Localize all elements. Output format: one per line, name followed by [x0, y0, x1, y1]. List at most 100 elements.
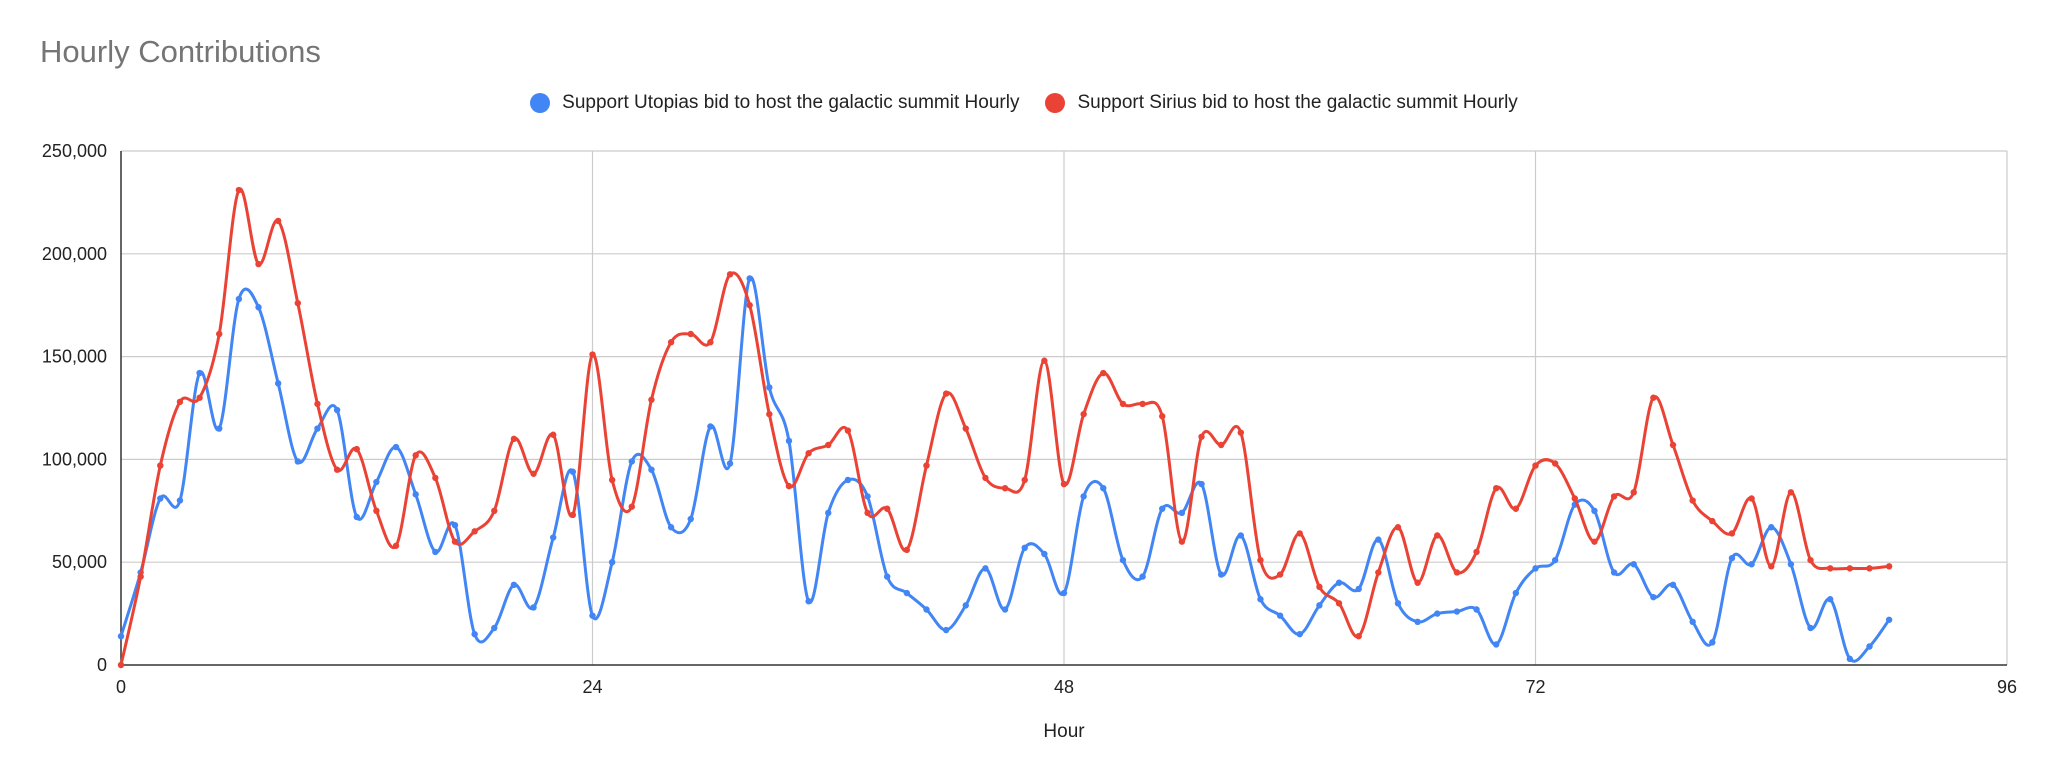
data-point-utopias[interactable]	[1512, 589, 1520, 597]
data-point-sirius[interactable]	[1041, 357, 1048, 364]
data-point-utopias[interactable]	[432, 548, 439, 556]
data-point-utopias[interactable]	[550, 534, 557, 541]
data-point-sirius[interactable]	[157, 462, 164, 469]
data-point-sirius[interactable]	[1473, 548, 1480, 556]
data-point-sirius[interactable]	[1021, 476, 1028, 484]
data-point-sirius[interactable]	[1630, 489, 1637, 496]
data-point-utopias[interactable]	[491, 624, 498, 632]
data-point-sirius[interactable]	[923, 462, 930, 469]
data-point-utopias[interactable]	[707, 423, 714, 430]
data-point-sirius[interactable]	[314, 400, 321, 408]
data-point-utopias[interactable]	[1001, 606, 1009, 613]
data-point-utopias[interactable]	[1335, 579, 1343, 586]
data-point-utopias[interactable]	[667, 524, 675, 531]
data-point-sirius[interactable]	[608, 476, 616, 484]
data-point-sirius[interactable]	[1296, 530, 1303, 537]
data-point-sirius[interactable]	[353, 445, 360, 453]
data-point-utopias[interactable]	[314, 425, 321, 432]
data-point-sirius[interactable]	[628, 503, 635, 510]
data-point-utopias[interactable]	[903, 589, 911, 597]
data-point-utopias[interactable]	[176, 497, 184, 504]
data-point-utopias[interactable]	[1257, 596, 1264, 603]
data-point-sirius[interactable]	[1532, 462, 1539, 469]
data-point-utopias[interactable]	[1709, 639, 1716, 646]
legend-item-utopias[interactable]: Support Utopias bid to host the galactic…	[530, 92, 1019, 114]
data-point-utopias[interactable]	[1826, 596, 1834, 603]
data-point-sirius[interactable]	[373, 507, 380, 514]
data-point-utopias[interactable]	[1217, 571, 1225, 578]
data-point-utopias[interactable]	[1846, 655, 1854, 663]
data-point-sirius[interactable]	[1080, 410, 1087, 418]
data-point-sirius[interactable]	[1237, 429, 1245, 436]
data-point-sirius[interactable]	[412, 452, 419, 459]
data-point-utopias[interactable]	[962, 602, 969, 609]
data-point-sirius[interactable]	[1669, 441, 1677, 449]
data-point-sirius[interactable]	[294, 299, 302, 307]
data-point-utopias[interactable]	[1060, 589, 1068, 597]
data-point-utopias[interactable]	[1316, 602, 1323, 609]
data-point-sirius[interactable]	[216, 330, 223, 338]
data-point-utopias[interactable]	[726, 460, 734, 467]
data-point-utopias[interactable]	[451, 521, 459, 529]
data-point-utopias[interactable]	[608, 559, 616, 566]
data-point-sirius[interactable]	[550, 431, 557, 438]
data-point-utopias[interactable]	[1669, 581, 1677, 589]
data-point-sirius[interactable]	[569, 511, 577, 519]
data-point-sirius[interactable]	[1650, 394, 1657, 401]
data-point-sirius[interactable]	[1728, 530, 1736, 537]
data-point-utopias[interactable]	[471, 630, 478, 638]
data-point-sirius[interactable]	[451, 538, 459, 545]
data-point-utopias[interactable]	[1473, 606, 1480, 613]
data-point-sirius[interactable]	[1768, 563, 1775, 570]
data-point-utopias[interactable]	[687, 515, 694, 523]
data-point-sirius[interactable]	[1826, 565, 1834, 572]
data-point-utopias[interactable]	[196, 369, 203, 377]
data-point-utopias[interactable]	[1650, 593, 1657, 601]
data-point-utopias[interactable]	[628, 458, 635, 465]
data-point-utopias[interactable]	[864, 493, 871, 500]
data-point-sirius[interactable]	[1434, 532, 1441, 539]
data-point-utopias[interactable]	[923, 606, 930, 613]
data-point-utopias[interactable]	[1021, 544, 1028, 552]
data-point-sirius[interactable]	[903, 546, 911, 554]
data-point-utopias[interactable]	[1198, 480, 1205, 488]
data-point-utopias[interactable]	[274, 380, 282, 387]
data-point-sirius[interactable]	[176, 398, 184, 406]
data-point-utopias[interactable]	[1394, 600, 1402, 607]
data-point-sirius[interactable]	[844, 427, 852, 434]
data-point-utopias[interactable]	[333, 406, 341, 414]
data-point-utopias[interactable]	[1434, 610, 1441, 617]
data-point-utopias[interactable]	[235, 295, 243, 303]
data-point-sirius[interactable]	[392, 542, 400, 549]
data-point-sirius[interactable]	[648, 396, 655, 403]
data-point-sirius[interactable]	[687, 330, 694, 338]
data-point-sirius[interactable]	[117, 661, 125, 669]
data-point-utopias[interactable]	[1139, 573, 1146, 580]
data-point-utopias[interactable]	[766, 384, 773, 391]
data-point-utopias[interactable]	[294, 458, 302, 465]
data-point-utopias[interactable]	[589, 612, 596, 619]
data-point-sirius[interactable]	[1846, 565, 1854, 572]
data-point-utopias[interactable]	[117, 633, 125, 640]
data-point-utopias[interactable]	[1100, 484, 1107, 492]
data-point-utopias[interactable]	[1119, 556, 1127, 564]
data-point-utopias[interactable]	[1610, 569, 1618, 576]
data-point-sirius[interactable]	[785, 482, 793, 490]
data-point-utopias[interactable]	[1296, 630, 1303, 638]
data-point-utopias[interactable]	[1630, 561, 1637, 568]
data-point-sirius[interactable]	[274, 217, 282, 225]
data-point-utopias[interactable]	[510, 581, 518, 589]
data-point-sirius[interactable]	[510, 435, 518, 443]
data-point-sirius[interactable]	[1257, 556, 1264, 564]
data-point-sirius[interactable]	[1100, 369, 1107, 377]
data-point-utopias[interactable]	[1689, 618, 1696, 626]
data-point-sirius[interactable]	[1335, 600, 1343, 607]
data-point-sirius[interactable]	[1807, 556, 1814, 564]
data-point-utopias[interactable]	[1375, 536, 1382, 543]
data-point-sirius[interactable]	[707, 339, 714, 346]
data-point-sirius[interactable]	[1493, 484, 1500, 492]
data-point-sirius[interactable]	[1060, 480, 1068, 488]
data-point-sirius[interactable]	[1689, 497, 1696, 504]
data-point-utopias[interactable]	[1885, 616, 1893, 623]
data-point-utopias[interactable]	[1414, 618, 1421, 626]
